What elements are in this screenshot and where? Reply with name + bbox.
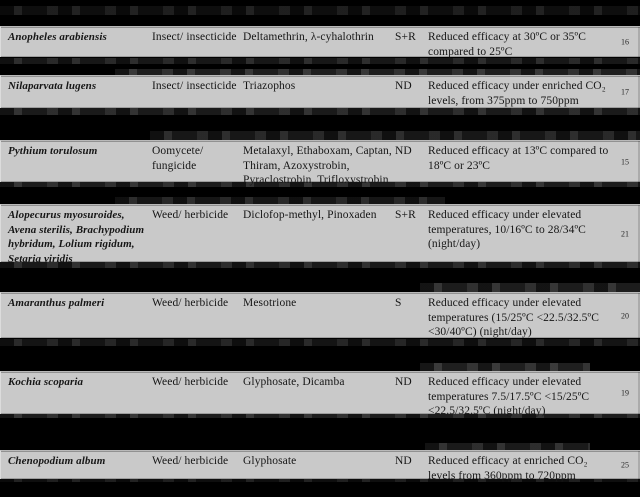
- scan-artifact: [150, 131, 640, 140]
- pest-type: Insect/ insecticide: [152, 80, 237, 92]
- table-row: Alopecurus myosuroides, Avena sterilis, …: [0, 204, 640, 265]
- pesticides: Diclofop-methyl, Pinoxaden: [243, 209, 377, 221]
- table-row: Pythium torulosum Oomycete/ fungicide Me…: [0, 140, 640, 186]
- species-name: Kochia scoparia: [8, 376, 84, 388]
- table-row: Nilaparvata lugens Insect/ insecticide T…: [0, 75, 640, 108]
- efficacy-effect: Reduced efficacy under elevated temperat…: [428, 297, 599, 338]
- pesticides: Mesotrione: [243, 297, 297, 309]
- resistance-code: ND: [395, 80, 412, 92]
- scan-artifact: [0, 6, 640, 15]
- pesticides: Glyphosate: [243, 455, 297, 467]
- pesticides: Metalaxyl, Ethaboxam, Captan, Thiram, Az…: [243, 145, 392, 186]
- species-name: Amaranthus palmeri: [8, 297, 105, 309]
- table-row: Anopheles arabiensis Insect/ insecticide…: [0, 26, 640, 58]
- scan-artifact: [0, 261, 640, 268]
- resistance-code: S+R: [395, 209, 416, 221]
- pesticides: Glyphosate, Dicamba: [243, 376, 345, 388]
- pest-type: Oomycete/ fungicide: [152, 145, 204, 172]
- pest-type: Weed/ herbicide: [152, 455, 229, 467]
- species-name: Chenopodium album: [8, 455, 106, 467]
- efficacy-effect: Reduced efficacy at 13ºC compared to 18º…: [428, 145, 609, 172]
- reference-number: 19: [621, 388, 629, 398]
- species-name: Anopheles arabiensis: [8, 31, 107, 43]
- scan-artifact: [115, 197, 445, 205]
- efficacy-effect: Reduced efficacy under elevated temperat…: [428, 376, 590, 417]
- pest-type: Weed/ herbicide: [152, 209, 229, 221]
- scan-artifact: [420, 363, 590, 371]
- reference-number: 17: [621, 87, 629, 97]
- resistance-code: ND: [395, 145, 412, 157]
- scan-artifact: [115, 69, 640, 76]
- species-name: Pythium torulosum: [8, 145, 98, 157]
- species-name: Nilaparvata lugens: [8, 80, 97, 92]
- scan-artifact: [0, 108, 640, 115]
- pesticides: Deltamethrin, λ-cyhalothrin: [243, 31, 374, 43]
- pesticides: Triazophos: [243, 80, 296, 92]
- scan-artifact: [0, 181, 640, 187]
- reference-number: 25: [621, 460, 629, 470]
- scan-artifact: [425, 443, 590, 451]
- species-name: Alopecurus myosuroides, Avena sterilis, …: [8, 209, 145, 265]
- efficacy-effect: Reduced efficacy at enriched CO₂ levels …: [428, 455, 588, 482]
- efficacy-effect: Reduced efficacy under enriched CO₂ leve…: [428, 80, 606, 107]
- efficacy-effect: Reduced efficacy under elevated temperat…: [428, 209, 586, 250]
- table-row: Chenopodium album Weed/ herbicide Glypho…: [0, 450, 640, 482]
- resistance-code: ND: [395, 376, 412, 388]
- scan-artifact: [0, 412, 640, 418]
- reference-number: 21: [621, 229, 629, 238]
- table-row: Amaranthus palmeri Weed/ herbicide Mesot…: [0, 292, 640, 338]
- reference-number: 15: [621, 157, 629, 166]
- scan-artifact: [420, 283, 640, 292]
- pest-type: Weed/ herbicide: [152, 297, 229, 309]
- scan-artifact: [0, 478, 640, 482]
- resistance-code: ND: [395, 455, 412, 467]
- pest-type: Weed/ herbicide: [152, 376, 229, 388]
- pest-type: Insect/ insecticide: [152, 31, 237, 43]
- scan-artifact: [0, 58, 640, 64]
- reference-number: 20: [621, 311, 629, 320]
- table-row: Kochia scoparia Weed/ herbicide Glyphosa…: [0, 371, 640, 417]
- resistance-code: S: [395, 297, 402, 309]
- scan-artifact: [0, 339, 640, 346]
- resistance-code: S+R: [395, 31, 416, 43]
- reference-number: 16: [621, 37, 629, 47]
- efficacy-effect: Reduced efficacy at 30ºC or 35ºC compare…: [428, 31, 586, 58]
